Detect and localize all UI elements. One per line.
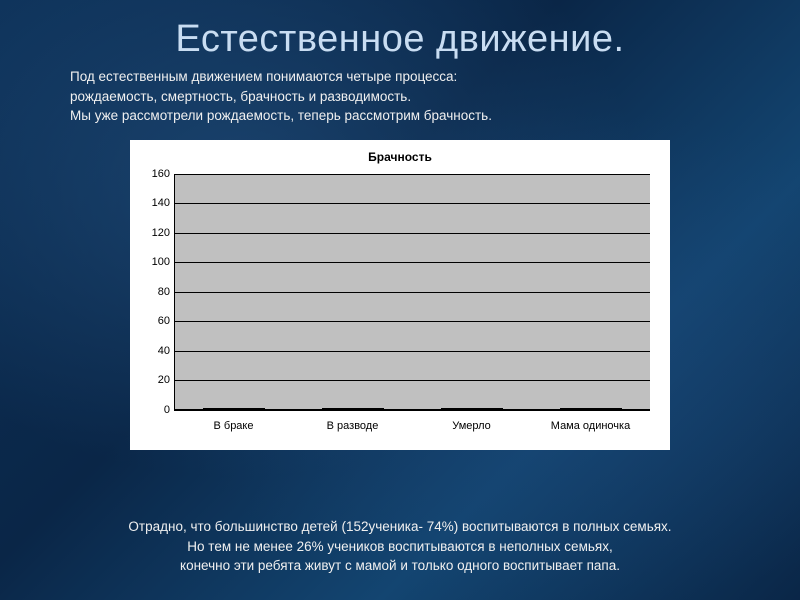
y-tick-label: 120 [144,227,170,239]
intro-line-1: Под естественным движением понимаются че… [70,67,730,87]
footer-line-3: конечно эти ребята живут с мамой и тольк… [40,556,760,576]
bar-slot [174,408,293,410]
intro-line-3: Мы уже рассмотрели рождаемость, теперь р… [70,106,730,126]
x-tick-label: В разводе [293,420,412,432]
bar [560,408,622,410]
x-tick-label: В браке [174,420,293,432]
x-tick-label: Умерло [412,420,531,432]
bar [322,408,384,410]
bar-chart: Брачность 020406080100120140160 В бракеВ… [130,140,670,450]
x-axis: В бракеВ разводеУмерлоМама одиночка [174,420,650,432]
bar [203,408,265,410]
gridline [174,410,650,411]
plot-area: 020406080100120140160 [174,174,650,410]
bar-slot [531,408,650,410]
footer-text: Отрадно, что большинство детей (152учени… [0,517,800,576]
y-tick-label: 80 [144,286,170,298]
chart-title: Брачность [130,140,670,164]
bar-slot [293,408,412,410]
bar [441,408,503,410]
y-tick-label: 140 [144,197,170,209]
x-tick-label: Мама одиночка [531,420,650,432]
y-tick-label: 100 [144,256,170,268]
footer-line-2: Но тем не менее 26% учеников воспитывают… [40,537,760,557]
intro-line-2: рождаемость, смертность, брачность и раз… [70,87,730,107]
intro-text: Под естественным движением понимаются че… [0,67,800,134]
y-tick-label: 20 [144,374,170,386]
y-tick-label: 160 [144,168,170,180]
bar-slot [412,408,531,410]
footer-line-1: Отрадно, что большинство детей (152учени… [40,517,760,537]
y-tick-label: 60 [144,315,170,327]
y-tick-label: 0 [144,404,170,416]
bars-container [174,174,650,410]
slide-title: Естественное движение. [0,0,800,67]
y-tick-label: 40 [144,345,170,357]
